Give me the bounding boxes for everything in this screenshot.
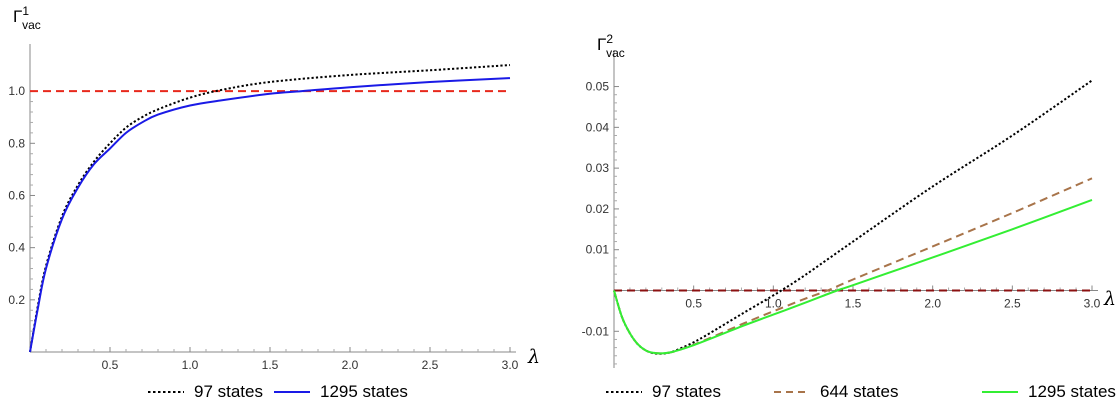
- series-line-1295-states: [29, 77, 511, 353]
- x-tick-label: 1.0: [765, 297, 782, 311]
- y-tick-label: 0.2: [8, 293, 25, 307]
- x-tick-label: 1.0: [182, 358, 199, 372]
- legend-label: 97 states: [652, 382, 721, 401]
- legend-label: 97 states: [194, 382, 263, 401]
- x-tick-label: 1.5: [845, 297, 862, 311]
- y-tick-label: 0.05: [586, 80, 610, 94]
- x-tick-label: 0.5: [102, 358, 119, 372]
- legend-label: 1295 states: [1028, 382, 1116, 401]
- y-axis-label: Γ2 vac: [597, 32, 625, 60]
- x-tick-label: 1.5: [262, 358, 279, 372]
- x-tick-label: 2.0: [924, 297, 941, 311]
- series-line-97-states: [29, 64, 511, 353]
- x-tick-label: 2.5: [1004, 297, 1021, 311]
- y-tick-label: 0.03: [586, 161, 610, 175]
- y-tick-label: 0.6: [8, 188, 25, 202]
- x-tick-label: 3.0: [1084, 297, 1101, 311]
- x-tick-label: 2.0: [342, 358, 359, 372]
- x-tick-label: 2.5: [422, 358, 439, 372]
- y-tick-label: 0.4: [8, 241, 25, 255]
- chart-panel-2: 0.5 1.0 1.5 2.0 2.5 3.0 -0.01 0.01 0.02 0.03 0.04 0…: [582, 32, 1116, 401]
- legend-label: 644 states: [820, 382, 898, 401]
- series-line-97-states: [613, 79, 1093, 355]
- x-tick-label: 3.0: [502, 358, 519, 372]
- series-line-1295-states: [613, 199, 1093, 355]
- y-axis-label: Γ1 vac: [13, 4, 41, 32]
- y-tick-label: -0.01: [582, 324, 610, 338]
- y-tick-label: 0.8: [8, 136, 25, 150]
- series-line-644-states: [613, 177, 1093, 355]
- y-tick-label: 0.02: [586, 202, 610, 216]
- x-axis-label: λ: [527, 346, 540, 368]
- x-tick-label: 0.5: [685, 297, 702, 311]
- legend-label: 1295 states: [320, 382, 408, 401]
- y-tick-label: 1.0: [8, 84, 25, 98]
- y-tick-label: 0.01: [586, 243, 610, 257]
- x-axis-label: λ: [1103, 288, 1116, 310]
- chart-panel-1: 0.5 1.0 1.5 2.0 2.5 3.0 0.2 0.4 0.6 0.8 1.0 Γ1 vac λ 9…: [8, 4, 540, 401]
- y-tick-label: 0.04: [586, 120, 610, 134]
